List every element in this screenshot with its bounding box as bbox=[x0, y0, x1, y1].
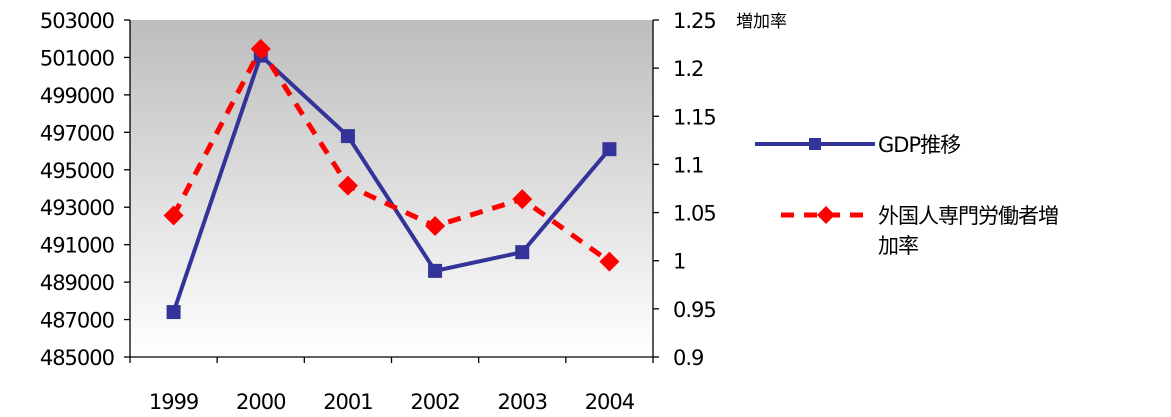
right-axis-tick-labels: 0.9 0.95 1 1.05 1.1 1.15 1.2 1.25 bbox=[673, 9, 717, 370]
left-axis-tick-label: 485000 bbox=[40, 346, 114, 370]
left-axis-tick-label: 499000 bbox=[40, 84, 114, 108]
legend-label-gdp: GDP推移 bbox=[878, 133, 961, 157]
data-point-foreign-workers bbox=[599, 251, 620, 272]
x-axis-tick-label: 2002 bbox=[410, 390, 459, 414]
left-axis-tick-label: 487000 bbox=[40, 309, 114, 333]
right-axis-tick-label: 0.9 bbox=[673, 346, 703, 370]
legend-entry-gdp: GDP推移 bbox=[755, 133, 962, 157]
left-axis-tick-label: 497000 bbox=[40, 121, 114, 145]
series-layer bbox=[163, 38, 620, 320]
legend: GDP推移 外国人専門労働者増 加率 bbox=[755, 133, 1059, 258]
legend-label-foreign-workers-line2: 加率 bbox=[878, 234, 918, 258]
axes bbox=[124, 19, 659, 363]
data-point-foreign-workers bbox=[512, 189, 533, 210]
x-axis-tick-label: 2003 bbox=[498, 390, 547, 414]
data-point-foreign-workers bbox=[425, 216, 446, 237]
x-axis-tick-label: 2001 bbox=[323, 390, 372, 414]
right-axis-tick-label: 0.95 bbox=[673, 298, 716, 322]
data-point-gdp bbox=[602, 142, 617, 157]
data-point-foreign-workers bbox=[337, 175, 358, 196]
legend-entry-foreign-workers: 外国人専門労働者増 加率 bbox=[781, 204, 1059, 258]
left-axis-tick-label: 489000 bbox=[40, 271, 114, 295]
x-axis-tick-label: 1999 bbox=[149, 390, 198, 414]
left-axis-tick-label: 503000 bbox=[40, 9, 114, 33]
x-axis-tick-label: 2000 bbox=[236, 390, 285, 414]
left-axis-tick-label: 495000 bbox=[40, 159, 114, 183]
data-point-gdp bbox=[340, 129, 355, 144]
left-axis-tick-labels: 485000 487000 489000 491000 493000 495000 4970… bbox=[40, 9, 115, 370]
right-axis-unit-label: 増加率 bbox=[736, 12, 787, 32]
data-point-gdp bbox=[515, 245, 530, 260]
legend-swatch-gdp-marker bbox=[809, 138, 821, 150]
x-axis-tick-label: 2004 bbox=[585, 390, 635, 414]
left-axis-tick-label: 493000 bbox=[40, 196, 114, 220]
x-axis-tick-labels: 1999 2000 2001 2002 2003 2004 bbox=[149, 390, 636, 414]
data-point-gdp bbox=[428, 263, 443, 278]
data-point-foreign-workers bbox=[250, 38, 271, 59]
data-point-foreign-workers bbox=[163, 205, 184, 226]
right-axis-tick-label: 1.15 bbox=[673, 105, 716, 129]
right-axis-tick-label: 1.05 bbox=[673, 202, 716, 226]
right-axis-tick-label: 1.2 bbox=[673, 57, 703, 81]
right-axis-tick-label: 1.25 bbox=[673, 9, 716, 33]
left-axis-tick-label: 491000 bbox=[40, 234, 114, 258]
right-axis-tick-label: 1 bbox=[673, 250, 685, 274]
legend-swatch-foreign-workers-marker bbox=[817, 206, 835, 224]
right-axis-tick-label: 1.1 bbox=[673, 153, 703, 177]
left-axis-tick-label: 501000 bbox=[40, 46, 114, 70]
series-line-foreign-workers bbox=[171, 46, 611, 264]
legend-label-foreign-workers-line1: 外国人専門労働者増 bbox=[878, 204, 1058, 228]
data-point-gdp bbox=[166, 305, 181, 320]
